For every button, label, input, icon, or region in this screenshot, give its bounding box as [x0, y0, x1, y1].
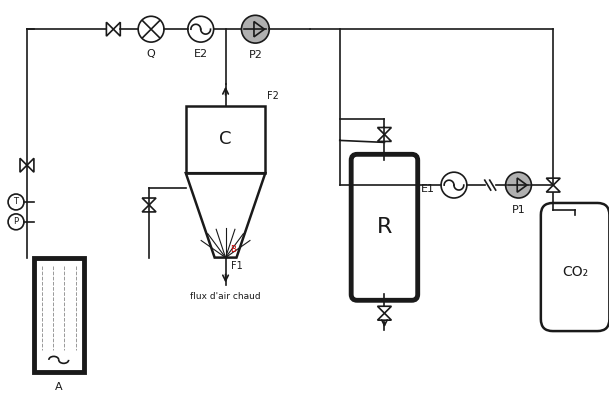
Polygon shape [254, 22, 265, 37]
Bar [34, 258, 84, 372]
Text: T: T [13, 198, 18, 207]
Circle shape [505, 172, 532, 198]
Text: Q: Q [147, 49, 155, 59]
Text: B: B [230, 245, 236, 254]
Text: E1: E1 [421, 184, 435, 194]
Text: E2: E2 [194, 49, 208, 59]
Bar [186, 106, 265, 173]
Text: P: P [13, 217, 18, 226]
Text: P1: P1 [511, 205, 525, 215]
Text: R: R [377, 217, 392, 237]
Text: P2: P2 [249, 50, 262, 60]
Text: F2: F2 [267, 91, 279, 101]
Polygon shape [518, 178, 527, 192]
FancyBboxPatch shape [351, 154, 418, 300]
FancyBboxPatch shape [541, 203, 609, 331]
Text: F1: F1 [230, 261, 243, 271]
Text: flux d'air chaud: flux d'air chaud [190, 292, 261, 301]
Text: C: C [219, 130, 232, 148]
Text: CO₂: CO₂ [562, 265, 588, 279]
Circle shape [241, 15, 269, 43]
Text: A: A [55, 382, 62, 392]
